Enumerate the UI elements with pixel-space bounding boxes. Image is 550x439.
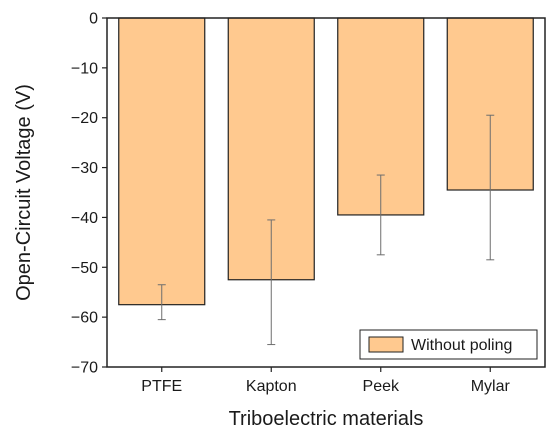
- y-tick-label: −10: [71, 60, 98, 77]
- y-tick-label: −60: [71, 310, 98, 327]
- x-ticks-layer: PTFE Kapton Peek Mylar: [141, 367, 510, 395]
- y-tick-label: 0: [89, 11, 98, 28]
- error-bar-peek: [376, 174, 385, 256]
- legend-label: Without poling: [411, 337, 512, 354]
- error-bar-ptfe: [157, 284, 166, 321]
- error-bar-mylar: [486, 114, 495, 261]
- x-tick-label: Mylar: [471, 378, 511, 395]
- x-axis-title: Triboelectric materials: [229, 408, 424, 430]
- legend: Without poling: [359, 329, 538, 360]
- x-tick-label: Kapton: [246, 378, 297, 395]
- x-tick-label: PTFE: [141, 378, 182, 395]
- bar-ptfe: [118, 17, 206, 306]
- y-tick-label: −70: [71, 360, 98, 377]
- error-bars-layer: [157, 114, 495, 346]
- y-axis-title: Open-Circuit Voltage (V): [13, 84, 35, 301]
- y-tick-label: −40: [71, 210, 98, 227]
- error-bar-kapton: [267, 219, 276, 346]
- x-tick-label: Peek: [363, 378, 400, 395]
- axes-layer: [106, 17, 546, 368]
- plot-frame: [106, 17, 546, 368]
- y-tick-label: −20: [71, 110, 98, 127]
- y-tick-label: −30: [71, 160, 98, 177]
- bars-layer: [118, 17, 534, 306]
- y-ticks-layer: 0 −10 −20 −30 −40 −50 −60 −70: [71, 11, 107, 377]
- y-tick-label: −50: [71, 260, 98, 277]
- legend-swatch: [368, 336, 404, 353]
